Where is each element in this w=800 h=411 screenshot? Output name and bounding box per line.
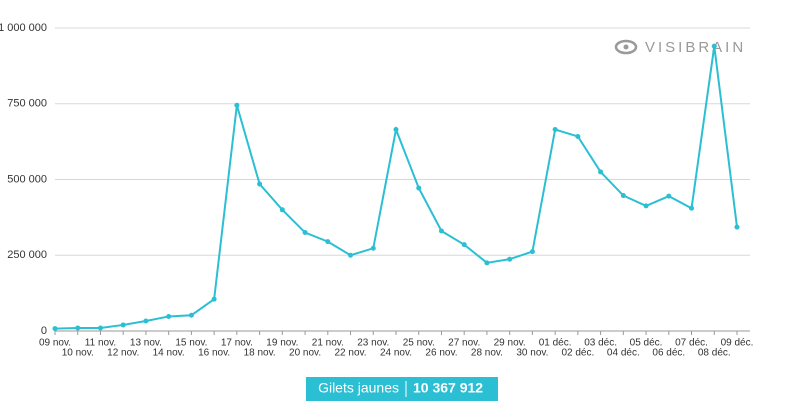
x-tick-label: 20 nov.	[289, 348, 321, 359]
x-tick-label: 19 nov.	[266, 338, 298, 349]
point	[143, 318, 149, 324]
point	[325, 239, 331, 245]
x-tick-label: 29 nov.	[494, 338, 526, 349]
x-tick-label: 12 nov.	[107, 348, 139, 359]
x-tick-label: 15 nov.	[175, 338, 207, 349]
x-tick-label: 03 déc.	[584, 338, 617, 349]
point	[279, 207, 285, 213]
point	[689, 205, 695, 211]
x-tick-label: 16 nov.	[198, 348, 230, 359]
x-tick-label: 14 nov.	[153, 348, 185, 359]
x-tick-label: 05 déc.	[630, 338, 663, 349]
logo-pupil	[623, 44, 629, 50]
y-tick-label: 0	[41, 325, 47, 337]
point	[302, 230, 308, 236]
x-tick-label: 27 nov.	[448, 338, 480, 349]
point	[552, 127, 558, 133]
point	[211, 296, 217, 302]
x-tick-label: 26 nov.	[425, 348, 457, 359]
point	[234, 102, 240, 108]
point	[370, 245, 376, 251]
legend-series-name: Gilets jaunes	[318, 380, 399, 396]
y-tick-label: 750 000	[7, 98, 47, 110]
x-tick-label: 04 déc.	[607, 348, 640, 359]
x-tick-label: 13 nov.	[130, 338, 162, 349]
point	[393, 127, 399, 133]
y-tick-label: 250 000	[7, 249, 47, 261]
point	[643, 203, 649, 209]
point	[52, 326, 58, 332]
legend-box	[306, 377, 498, 401]
point	[97, 325, 103, 331]
watermark-text: VISIBRAIN	[645, 39, 746, 56]
point	[620, 193, 626, 199]
legend-total: 10 367 912	[413, 380, 483, 396]
point	[711, 43, 717, 49]
point	[461, 242, 467, 248]
x-tick-label: 01 déc.	[539, 338, 572, 349]
x-tick-label: 28 nov.	[471, 348, 503, 359]
x-tick-label: 30 nov.	[516, 348, 548, 359]
point	[598, 169, 604, 175]
logo-eye	[614, 39, 638, 55]
point	[666, 193, 672, 199]
point	[348, 252, 354, 258]
x-tick-label: 08 déc.	[698, 348, 731, 359]
legend: Gilets jaunes 10 367 912	[306, 377, 498, 401]
x-tick-label: 23 nov.	[357, 338, 389, 349]
point	[507, 256, 513, 262]
x-tick-label: 10 nov.	[62, 348, 94, 359]
point	[257, 181, 263, 187]
point	[120, 322, 126, 328]
x-tick-label: 21 nov.	[312, 338, 344, 349]
point	[75, 325, 81, 331]
point	[484, 260, 490, 266]
point	[188, 312, 194, 318]
x-tick-label: 07 déc.	[675, 338, 708, 349]
point	[166, 313, 172, 319]
x-tick-label: 11 nov.	[85, 338, 116, 349]
watermark: VISIBRAIN	[614, 39, 746, 56]
point	[416, 185, 422, 191]
x-tick-label: 22 nov.	[335, 348, 367, 359]
x-tick-label: 06 déc.	[652, 348, 685, 359]
y-tick-label: 1 000 000	[0, 22, 47, 34]
x-tick-label: 09 déc.	[721, 338, 754, 349]
x-tick-label: 17 nov.	[221, 338, 253, 349]
x-tick-label: 18 nov.	[244, 348, 276, 359]
x-tick-label: 02 déc.	[561, 348, 594, 359]
point	[575, 133, 581, 139]
x-tick-label: 09 nov.	[39, 338, 71, 349]
point	[734, 224, 740, 230]
point	[529, 249, 535, 255]
x-tick-label: 25 nov.	[403, 338, 435, 349]
x-tick-label: 24 nov.	[380, 348, 412, 359]
point	[438, 228, 444, 234]
line	[54, 46, 738, 330]
y-tick-label: 500 000	[7, 173, 47, 185]
